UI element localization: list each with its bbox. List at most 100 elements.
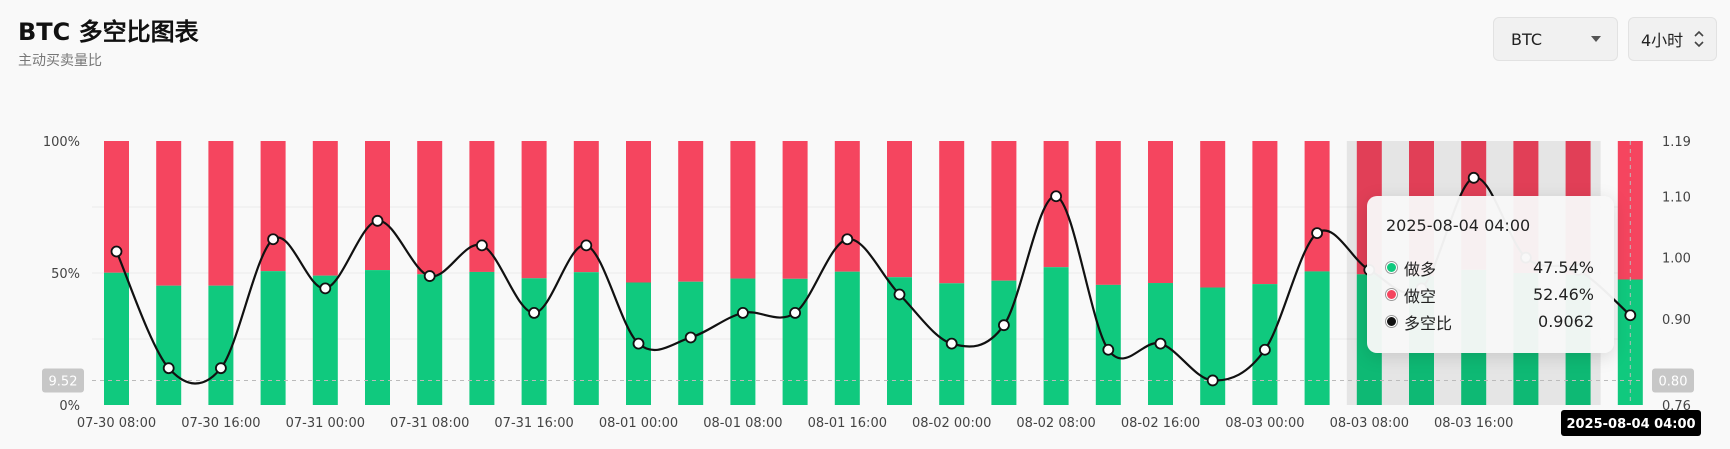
ratio-point-9 (580, 239, 593, 252)
long-bar-1 (156, 285, 182, 405)
y-left-tick-0: 100% (43, 135, 80, 150)
interval-select-value: 4小时 (1641, 31, 1684, 50)
ratio-point-23 (1311, 227, 1323, 239)
long-bar-23 (1304, 271, 1330, 405)
x-tick-9: 08-02 08:00 (1016, 416, 1095, 431)
crosshair-x-label-bg (1561, 410, 1701, 436)
short-bar-6 (417, 141, 443, 275)
page-subtitle: 主动买卖量比 (18, 53, 102, 69)
bars (104, 141, 1643, 405)
x-tick-7: 08-01 16:00 (808, 416, 887, 431)
ratio-point-13 (789, 307, 801, 319)
tooltip-value-ratio: 0.9062 (1538, 312, 1594, 331)
ratio-point-1 (162, 362, 175, 375)
tooltip-row-short: 做空 52.46% (1386, 281, 1594, 308)
tooltip-row-ratio: 多空比 0.9062 (1386, 308, 1594, 335)
short-bar-15 (887, 141, 912, 278)
long-bar-7 (469, 271, 495, 405)
ratio-point-15 (893, 288, 906, 301)
x-tick-11: 08-03 00:00 (1225, 416, 1304, 431)
ratio-point-18 (1050, 190, 1062, 203)
x-tick-10: 08-02 16:00 (1121, 416, 1200, 431)
x-tick-6: 08-01 08:00 (703, 416, 782, 431)
x-tick-12: 08-03 08:00 (1330, 416, 1409, 431)
y-right-tick-1: 1.10 (1662, 190, 1691, 205)
short-bar-19 (1095, 141, 1121, 285)
long-bar-17 (991, 280, 1017, 405)
long-bar-12 (730, 278, 756, 405)
short-bar-10 (626, 141, 651, 283)
ratio-point-22 (1259, 343, 1271, 356)
x-tick-2: 07-31 00:00 (286, 416, 365, 431)
ratio-point-3 (267, 233, 280, 246)
long-bar-13 (782, 278, 808, 405)
ratio-dot-icon (1386, 316, 1397, 327)
y-right-tick-3: 0.90 (1662, 313, 1691, 328)
short-bar-13 (782, 141, 808, 279)
short-bar-21 (1200, 141, 1226, 288)
x-tick-5: 08-01 00:00 (599, 416, 678, 431)
crosshair-x-label: 2025-08-04 04:00 (1566, 417, 1695, 432)
ratio-point-19 (1102, 343, 1115, 356)
ratio-point-5 (371, 214, 384, 227)
long-bar-8 (521, 278, 547, 405)
short-bar-22 (1252, 141, 1278, 285)
short-bar-2 (208, 141, 234, 286)
ratio-point-6 (423, 270, 436, 282)
tooltip-label-ratio: 多空比 (1404, 313, 1453, 333)
tooltip: 2025-08-04 04:00 做多 47.54% 做空 52.46% 多空比… (1367, 196, 1614, 353)
crosshair-right-label: 0.80 (1659, 374, 1688, 389)
short-dot-icon (1386, 289, 1397, 300)
tooltip-title: 2025-08-04 04:00 (1386, 216, 1531, 235)
ratio-point-4 (319, 282, 332, 295)
x-tick-4: 07-31 16:00 (494, 416, 573, 431)
short-bar-14 (834, 141, 860, 272)
tooltip-label-long: 做多 (1404, 259, 1437, 279)
long-bar-6 (417, 274, 443, 405)
short-bar-16 (939, 141, 965, 284)
symbol-select[interactable]: BTC (1493, 17, 1618, 61)
tooltip-value-short: 52.46% (1532, 285, 1594, 304)
symbol-select-value: BTC (1511, 29, 1542, 49)
x-tick-1: 07-30 16:00 (181, 416, 260, 431)
tooltip-label-short: 做空 (1404, 286, 1437, 306)
crosshair (92, 141, 1640, 405)
ratio-point-10 (632, 337, 645, 350)
y-left-tick-1: 50% (51, 267, 80, 282)
y-left-tick-2: 0% (59, 399, 80, 414)
y-right-tick-2: 1.00 (1662, 252, 1691, 267)
ratio-point-17 (998, 319, 1010, 332)
short-bar-17 (991, 141, 1017, 281)
long-bar-9 (573, 272, 599, 405)
short-bar-1 (156, 141, 182, 286)
chevron-updown-icon (1694, 30, 1704, 48)
crosshair-left-label-bg (42, 368, 84, 393)
tooltip-row-long: 做多 47.54% (1386, 254, 1594, 281)
ratio-point-26 (1467, 171, 1480, 184)
long-bar-4 (312, 275, 338, 405)
x-tick-3: 07-31 08:00 (390, 416, 469, 431)
long-dot-icon (1386, 262, 1397, 273)
ratio-point-20 (1154, 337, 1167, 350)
x-tick-8: 08-02 00:00 (912, 416, 991, 431)
y-right-tick-0: 1.19 (1662, 135, 1691, 150)
long-bar-5 (365, 270, 390, 405)
ratio-point-0 (110, 245, 123, 258)
short-bar-11 (678, 141, 704, 282)
short-bar-29 (1617, 141, 1643, 280)
ratio-point-7 (475, 239, 488, 252)
short-bar-12 (730, 141, 756, 279)
long-bar-14 (834, 271, 860, 405)
x-tick-13: 08-03 16:00 (1434, 416, 1513, 431)
ratio-point-16 (945, 337, 958, 350)
tooltip-value-long: 47.54% (1532, 258, 1594, 277)
short-bar-20 (1148, 141, 1173, 284)
ratio-point-2 (214, 362, 227, 375)
ratio-point-21 (1206, 374, 1219, 387)
ratio-point-14 (841, 233, 854, 246)
long-bar-18 (1043, 267, 1069, 405)
caret-down-icon (1591, 36, 1601, 42)
interval-select[interactable]: 4小时 (1628, 17, 1717, 61)
short-bar-8 (521, 141, 547, 279)
